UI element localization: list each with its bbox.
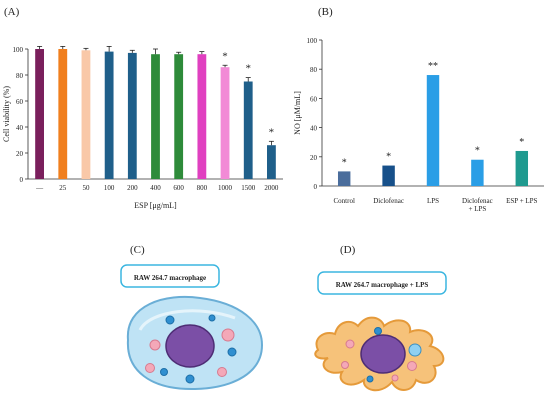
category-label: 400 <box>150 184 161 192</box>
bar <box>515 150 529 186</box>
vesicle <box>374 327 382 335</box>
y-tick-label: 0 <box>20 176 24 184</box>
vesicle <box>408 343 422 357</box>
category-label: — <box>35 184 44 192</box>
panel-c-illustration: RAW 264.7 macrophage <box>120 264 264 391</box>
y-tick-label: 60 <box>16 98 24 106</box>
vesicle <box>185 374 195 384</box>
caption-box-c <box>120 264 220 288</box>
significance-marker: * <box>245 63 251 75</box>
bar <box>337 171 351 186</box>
y-tick-label: 40 <box>16 124 24 132</box>
bar <box>174 54 184 180</box>
significance-marker: * <box>269 126 275 138</box>
vesicle <box>345 339 355 349</box>
bar <box>197 54 207 180</box>
bar <box>220 67 230 179</box>
vesicle <box>145 363 155 373</box>
category-label: 50 <box>82 184 90 192</box>
vesicle <box>149 339 161 351</box>
category-label: Diclofenac <box>373 197 404 205</box>
y-tick-label: 0 <box>314 183 318 191</box>
vesicle <box>391 374 399 382</box>
vesicle <box>366 375 374 383</box>
cell-c-highlight <box>138 309 236 331</box>
significance-marker: * <box>475 146 480 157</box>
vesicle <box>221 328 235 342</box>
y-axis-label: Cell viability (%) <box>2 86 11 142</box>
bar <box>81 50 91 179</box>
vesicle <box>227 347 237 357</box>
y-tick-label: 20 <box>16 150 24 158</box>
y-tick-label: 100 <box>13 46 24 54</box>
nucleus-d <box>360 334 406 374</box>
chart-a: 0 20 40 60 80 100 Cell viability (%) — 25 50 100 20… <box>2 46 283 210</box>
category-label: + LPS <box>469 205 487 213</box>
y-tick-label: 40 <box>310 125 318 133</box>
caption-box-d <box>317 271 447 295</box>
category-label: 800 <box>197 184 208 192</box>
x-axis-label: ESP [μg/mL] <box>134 201 177 210</box>
vesicle <box>208 314 216 322</box>
category-label: 25 <box>59 184 67 192</box>
bar <box>58 49 68 179</box>
vesicle <box>160 368 168 376</box>
caption-c: RAW 264.7 macrophage <box>134 274 206 282</box>
category-label: 1500 <box>241 184 256 192</box>
y-tick-label: 60 <box>310 95 318 103</box>
bar <box>35 49 44 179</box>
y-axis-label: NO [μM/mL] <box>293 91 302 135</box>
bar <box>104 51 114 179</box>
bar <box>382 165 395 186</box>
category-label: 100 <box>104 184 115 192</box>
category-label: 600 <box>173 184 184 192</box>
bar <box>243 81 253 179</box>
panel-label-b: (B) <box>318 6 333 18</box>
vesicle <box>341 361 349 369</box>
bar <box>426 75 440 186</box>
panel-label-c: (C) <box>130 244 145 256</box>
caption-d: RAW 264.7 macrophage + LPS <box>336 281 429 289</box>
significance-marker: * <box>222 50 228 62</box>
category-label: Control <box>334 197 355 205</box>
bar <box>127 52 137 179</box>
bar <box>471 159 484 186</box>
chart-b: 0 20 40 60 80 100 NO [μM/mL] * Control * Diclofena… <box>293 37 544 213</box>
y-tick-label: 100 <box>307 37 318 45</box>
vesicle <box>217 367 227 377</box>
significance-marker: * <box>519 137 524 148</box>
category-label: Diclofenac <box>462 197 493 205</box>
bar <box>267 145 276 179</box>
category-label: 2000 <box>264 184 279 192</box>
significance-marker: * <box>342 157 347 168</box>
y-tick-label: 20 <box>310 154 318 162</box>
panel-d-illustration: RAW 264.7 macrophage + LPS <box>314 271 447 392</box>
vesicle <box>165 315 175 325</box>
vesicle <box>407 361 417 371</box>
nucleus-c <box>165 324 215 368</box>
y-tick-label: 80 <box>310 66 318 74</box>
bar <box>151 54 160 180</box>
category-label: ESP + LPS <box>506 197 537 205</box>
significance-marker: * <box>386 152 391 163</box>
category-label: 1000 <box>218 184 233 192</box>
significance-marker: ** <box>428 61 438 72</box>
category-label: LPS <box>427 197 439 205</box>
category-label: 200 <box>127 184 138 192</box>
panel-label-a: (A) <box>4 6 20 18</box>
y-tick-label: 80 <box>16 72 24 80</box>
panel-label-d: (D) <box>340 244 356 256</box>
